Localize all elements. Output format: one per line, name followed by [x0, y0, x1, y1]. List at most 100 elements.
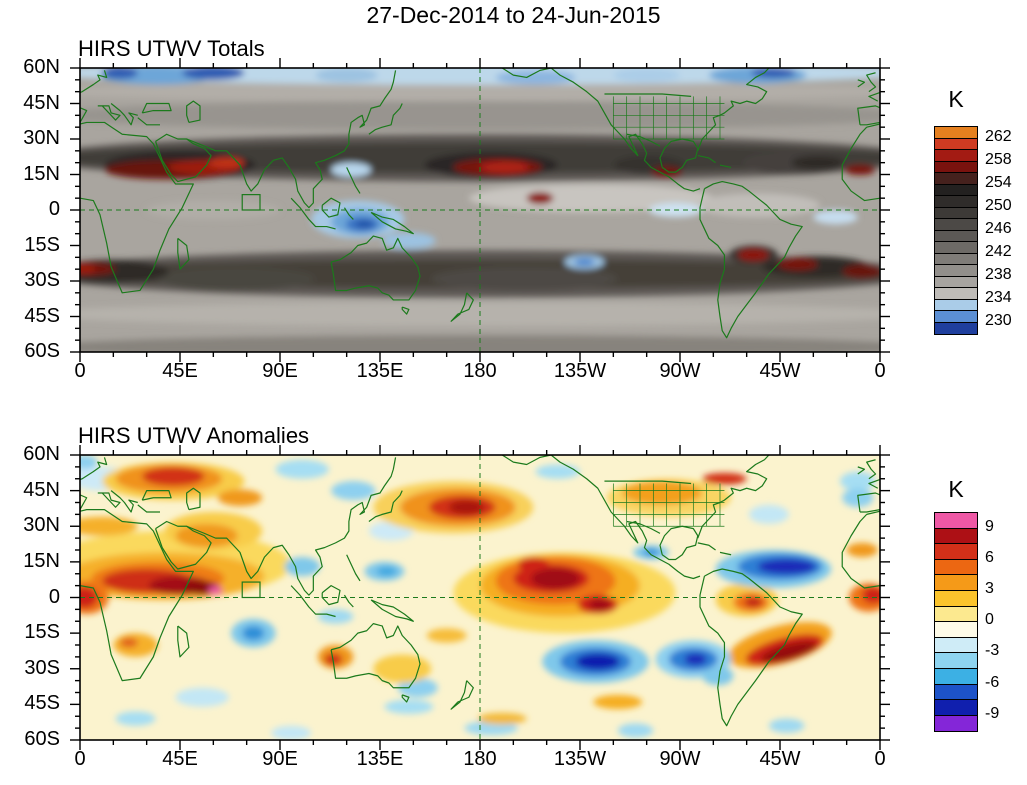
anomalies-colorbar-unit: K [948, 476, 964, 502]
colorbar-tick-label: 9 [985, 517, 994, 535]
colorbar-tick-label: 6 [985, 548, 994, 566]
lon-tick-label: 180 [463, 360, 497, 382]
lon-tick-label: 0 [74, 748, 86, 770]
colorbar-segment [935, 138, 977, 150]
lat-tick-label: 15S [24, 621, 60, 644]
lon-tick-label: 135W [553, 748, 607, 770]
colorbar-totals [934, 126, 978, 335]
lat-tick-label: 60S [24, 340, 60, 362]
colorbar-segment [935, 544, 977, 560]
lat-tick-label: 0 [48, 198, 60, 220]
colorbar-segment [935, 196, 977, 208]
colorbar-segment [935, 150, 977, 162]
colorbar-segment [935, 127, 977, 139]
colorbar-segment [935, 637, 977, 654]
colorbar-tick-label: 3 [985, 580, 994, 597]
colorbar-segment [935, 161, 977, 173]
lat-tick-label: 15N [23, 162, 60, 185]
colorbar-segment [935, 311, 977, 323]
lat-tick-label: 30S [24, 656, 60, 679]
lat-tick-label: 60N [23, 443, 60, 465]
totals-colorbar-unit: K [948, 86, 964, 112]
lat-tick-label: 0 [48, 585, 60, 608]
lon-tick-label: 45W [759, 748, 801, 770]
colorbar-tick-label: 238 [985, 265, 1012, 283]
axis-ticks [70, 445, 890, 750]
colorbar-segment [935, 590, 977, 607]
colorbar-segment [935, 184, 977, 196]
totals-panel-title: HIRS UTWV Totals [78, 36, 265, 61]
lon-tick-label: 135W [553, 360, 607, 382]
us-state-boundaries [612, 483, 725, 527]
anomaly-field [80, 455, 880, 740]
coastlines [80, 455, 880, 727]
colorbar-segment [935, 559, 977, 576]
figure-title: 27-Dec-2014 to 24-Jun-2015 [366, 2, 661, 28]
colorbar-segment [935, 207, 977, 219]
colorbar-segment [935, 230, 977, 242]
colorbar-segment [935, 513, 977, 529]
anomalies-panel-title: HIRS UTWV Anomalies [78, 423, 310, 448]
colorbar-segment [935, 253, 977, 265]
lon-tick-label: 90W [659, 360, 701, 382]
axis-ticks [70, 58, 890, 362]
totals-field [80, 68, 880, 352]
colorbar-tick-label: -9 [985, 704, 1000, 722]
colorbar-segment [935, 606, 977, 623]
colorbar-segment [935, 528, 977, 545]
colorbar-segment [935, 700, 977, 716]
colorbar-segment [935, 575, 977, 591]
lon-tick-label: 90E [262, 360, 298, 382]
colorbar-segment [935, 684, 977, 701]
colorbar-segment [935, 265, 977, 277]
colorbar-segment [935, 653, 977, 669]
lat-tick-label: 60S [24, 728, 60, 750]
colorbar-tick-label: 258 [985, 150, 1012, 168]
colorbar-segment [935, 276, 977, 288]
lat-tick-label: 45S [24, 304, 60, 327]
colorbar-anomalies [934, 512, 978, 733]
lon-tick-label: 45E [162, 748, 198, 770]
colorbar-segment [935, 299, 977, 311]
colorbar-segment [935, 288, 977, 300]
lat-tick-label: 30S [24, 269, 60, 291]
colorbar-segment [935, 622, 977, 638]
colorbar-tick-label: 230 [985, 311, 1012, 329]
colorbar-segment [935, 242, 977, 254]
colorbar-segment [935, 219, 977, 231]
lon-tick-label: 135E [356, 748, 404, 770]
lat-tick-label: 30N [23, 514, 60, 537]
colorbar-tick-label: 262 [985, 127, 1012, 145]
colorbar-tick-label: -3 [985, 642, 1000, 660]
lon-tick-label: 45W [759, 360, 801, 382]
lat-tick-label: 45S [24, 692, 60, 715]
colorbar-tick-label: 0 [985, 611, 994, 629]
lat-tick-label: 30N [23, 127, 60, 149]
lon-tick-label: 45E [162, 360, 198, 382]
lon-tick-label: 0 [874, 748, 886, 770]
lon-tick-label: 90W [659, 748, 701, 770]
lon-tick-label: 90E [262, 748, 298, 770]
colorbar-tick-label: 242 [985, 242, 1012, 260]
lat-tick-label: 45N [23, 91, 60, 114]
colorbar-tick-label: 250 [985, 196, 1012, 214]
colorbar-segment [935, 715, 977, 732]
colorbar-tick-label: -6 [985, 673, 1000, 691]
lon-tick-label: 0 [74, 360, 86, 382]
colorbar-segment [935, 322, 977, 334]
lat-tick-label: 45N [23, 478, 60, 501]
totals-map [70, 58, 890, 362]
colorbar-tick-label: 246 [985, 219, 1012, 237]
colorbar-segment [935, 173, 977, 185]
colorbar-tick-label: 234 [985, 288, 1012, 306]
lon-tick-label: 0 [874, 360, 886, 382]
lat-tick-label: 60N [23, 56, 60, 78]
anomalies-map [70, 445, 890, 750]
lon-tick-label: 180 [463, 748, 497, 770]
us-state-boundaries [612, 96, 725, 140]
lat-tick-label: 15N [23, 549, 60, 572]
colorbar-segment [935, 668, 977, 685]
colorbar-tick-label: 254 [985, 173, 1012, 191]
lon-tick-label: 135E [356, 360, 404, 382]
